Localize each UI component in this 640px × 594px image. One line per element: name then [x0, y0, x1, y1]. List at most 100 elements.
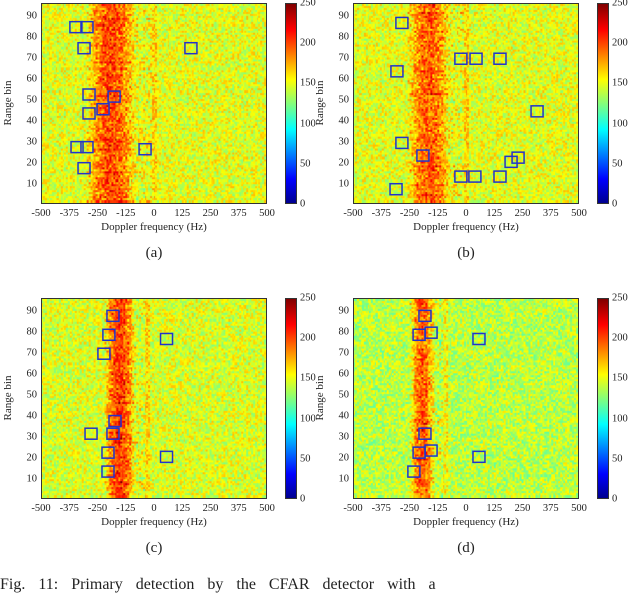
x-tick-label: -125 — [116, 208, 136, 219]
colorbar-tick-label: 150 — [612, 372, 628, 384]
colorbar-tick-label: 250 — [612, 0, 628, 9]
x-tick-label: 125 — [174, 208, 191, 219]
x-tick-label: 125 — [174, 503, 191, 514]
x-tick-label: 250 — [514, 208, 531, 219]
y-tick-label: 50 — [26, 94, 38, 106]
detection-box — [468, 170, 482, 183]
y-tick-label: 60 — [26, 368, 38, 380]
detection-box — [530, 105, 544, 118]
y-tick-label: 30 — [338, 431, 350, 443]
x-tick-label: -500 — [343, 503, 363, 514]
y-tick-label: 20 — [26, 452, 38, 464]
detection-box — [102, 328, 116, 342]
x-tick-label: 500 — [571, 503, 587, 514]
heatmap-cells — [42, 4, 266, 203]
y-axis-label: Range bin — [2, 80, 14, 126]
colorbar-tick-label: 50 — [300, 158, 311, 170]
x-tick-label: -500 — [31, 503, 51, 514]
x-tick-label: 125 — [486, 208, 503, 219]
detection-box — [418, 309, 432, 323]
y-tick-label: 90 — [338, 305, 350, 317]
heatmap-cells — [354, 4, 578, 203]
y-tick-label: 70 — [26, 347, 38, 359]
heatmap-plot — [353, 298, 579, 499]
y-tick-label: 30 — [338, 136, 350, 148]
detection-box — [106, 427, 120, 440]
y-tick-label: 60 — [338, 73, 350, 85]
heatmap-cells — [42, 299, 266, 498]
y-tick-label: 10 — [338, 178, 350, 190]
y-tick-label: 30 — [26, 136, 38, 148]
subplot-label: (d) — [457, 540, 475, 556]
y-tick-label: 60 — [26, 73, 38, 85]
x-tick-label: -125 — [428, 503, 448, 514]
detection-box — [472, 332, 486, 346]
x-tick-label: 375 — [542, 208, 559, 219]
detection-box — [138, 142, 152, 156]
subplot-c: Doppler frequency (Hz) Range bin (c) -500… — [0, 292, 320, 565]
detection-box — [101, 465, 115, 478]
x-tick-label: -250 — [87, 503, 108, 514]
colorbar-tick-label: 150 — [300, 372, 316, 384]
colorbar-tick-label: 50 — [300, 453, 311, 465]
detection-box — [390, 65, 404, 78]
detection-box — [107, 90, 121, 103]
colorbar-tick-label: 150 — [300, 77, 316, 89]
colorbar-tick-label: 100 — [612, 118, 628, 130]
detection-box — [416, 149, 430, 162]
subplot-a: Doppler frequency (Hz) Range bin (a) -500… — [0, 0, 320, 270]
heatmap-plot — [41, 3, 267, 204]
detection-box — [106, 309, 120, 323]
detections-layer — [407, 309, 486, 478]
y-tick-label: 10 — [26, 473, 38, 485]
subplot-d: Doppler frequency (Hz) Range bin (d) -500… — [312, 293, 632, 565]
y-tick-label: 40 — [338, 410, 350, 422]
x-tick-label: -250 — [399, 208, 420, 219]
detection-box — [82, 88, 96, 101]
x-tick-label: 500 — [259, 208, 275, 219]
x-axis-label: Doppler frequency (Hz) — [101, 221, 207, 233]
y-axis-label: Range bin — [314, 80, 326, 126]
x-tick-label: -125 — [428, 208, 448, 219]
x-tick-label: -500 — [31, 208, 51, 219]
y-tick-label: 70 — [338, 347, 350, 359]
detections-layer — [69, 20, 198, 175]
x-tick-label: -375 — [59, 208, 79, 219]
detection-box — [159, 332, 174, 346]
x-tick-label: 0 — [151, 208, 157, 219]
detection-box — [70, 140, 84, 154]
x-tick-label: 0 — [151, 503, 157, 514]
detection-box — [80, 20, 94, 34]
detection-box — [69, 20, 83, 34]
y-tick-label: 30 — [26, 431, 38, 443]
x-tick-label: -250 — [87, 208, 108, 219]
colorbar — [597, 3, 609, 204]
colorbar-tick-label: 150 — [612, 77, 628, 89]
detection-box — [412, 328, 426, 342]
detection-box — [454, 170, 468, 183]
detection-box — [395, 16, 409, 30]
x-tick-label: -375 — [371, 208, 391, 219]
y-tick-label: 80 — [26, 326, 38, 338]
detection-box — [424, 444, 438, 457]
y-tick-label: 20 — [338, 157, 350, 169]
y-tick-label: 90 — [338, 10, 350, 22]
x-tick-label: 125 — [486, 503, 503, 514]
colorbar-tick-label: 250 — [300, 292, 316, 304]
detection-box — [511, 151, 525, 164]
detection-box — [493, 52, 507, 65]
y-tick-label: 70 — [338, 52, 350, 64]
detection-box — [472, 450, 486, 464]
y-axis-label: Range bin — [2, 375, 14, 421]
x-tick-label: -375 — [59, 503, 79, 514]
detection-box — [469, 52, 483, 65]
colorbar-tick-label: 50 — [612, 158, 623, 170]
x-tick-label: 0 — [463, 208, 469, 219]
detection-box — [184, 41, 198, 55]
x-tick-label: 500 — [571, 208, 587, 219]
y-tick-label: 20 — [26, 157, 38, 169]
subplot-label: (b) — [457, 245, 475, 261]
x-axis-label: Doppler frequency (Hz) — [101, 516, 207, 528]
y-tick-label: 50 — [26, 389, 38, 401]
colorbar-tick-label: 200 — [612, 37, 628, 49]
